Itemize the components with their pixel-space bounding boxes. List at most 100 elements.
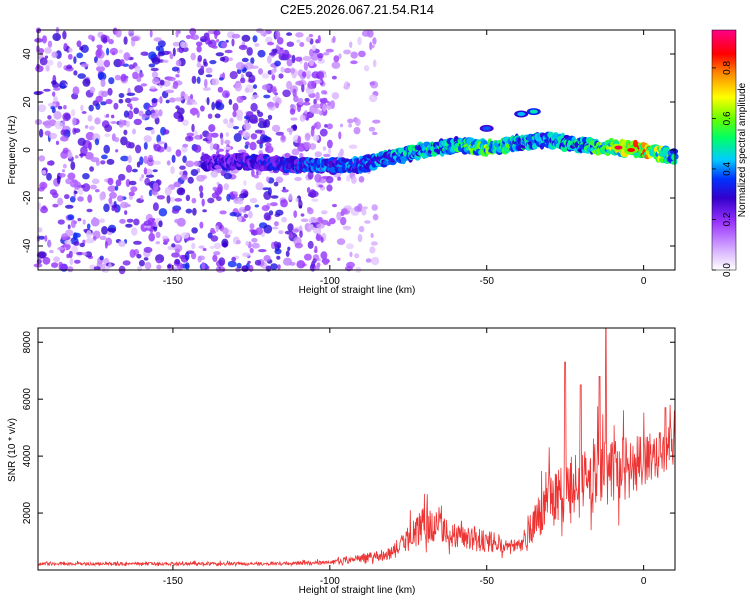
spectrogram-noise-cell <box>80 63 89 68</box>
spectrogram-noise-cell <box>237 197 244 205</box>
spectrogram-noise-cell <box>209 245 215 249</box>
spectrogram-noise-cell <box>138 110 144 117</box>
spectrogram-noise-cell <box>304 132 311 141</box>
spectrogram-noise-cell <box>317 52 324 59</box>
y-tick-label: 20 <box>22 96 33 108</box>
spectrogram-noise-cell <box>255 227 263 236</box>
spectrogram-noise-cell <box>191 242 196 250</box>
spectrogram-noise-cell <box>169 53 174 60</box>
spectrogram-noise-cell <box>86 230 92 239</box>
spectrogram-noise-cell <box>129 105 133 110</box>
spectrogram-noise-cell <box>144 261 152 270</box>
spectrogram-noise-cell <box>280 199 288 208</box>
spectrogram-noise-cell <box>305 36 311 42</box>
spectrogram-noise-cell <box>276 37 284 45</box>
spectrogram-noise-cell <box>225 132 229 137</box>
spectrogram-noise-cell <box>76 52 84 59</box>
spectrogram-noise-cell <box>133 240 142 245</box>
spectrogram-noise-cell <box>322 103 327 112</box>
y-tick-label: 2000 <box>22 501 33 524</box>
spectrogram-noise-cell <box>287 246 291 251</box>
spectrogram-noise-cell <box>196 62 202 68</box>
spectrogram-noise-cell <box>115 149 119 153</box>
spectrogram-noise-cell <box>272 124 281 133</box>
spectrogram-noise-cell <box>149 29 153 38</box>
spectrogram-noise-cell <box>318 184 324 188</box>
spectrogram-noise-cell <box>174 258 180 265</box>
spectrogram-noise-cell <box>114 137 120 143</box>
spectrogram-noise-cell <box>44 55 49 59</box>
spectrogram-noise-cell <box>84 251 93 258</box>
spectrogram-noise-cell <box>295 32 304 38</box>
spectrogram-noise-cell <box>321 90 328 95</box>
spectrogram-noise-cell <box>101 154 108 160</box>
spectrogram-noise-cell <box>265 36 273 44</box>
spectrogram-noise-cell <box>78 153 87 157</box>
spectrogram-noise-cell <box>232 110 237 118</box>
spectrogram-noise-cell <box>86 208 93 213</box>
spectrogram-noise-cell <box>277 49 285 54</box>
spectrogram-noise-cell <box>241 57 249 63</box>
spectrogram-noise-cell <box>173 111 182 120</box>
x-tick-label: -100 <box>320 276 340 287</box>
spectrogram-noise-cell <box>42 35 47 44</box>
spectrogram-noise-cell <box>254 43 260 47</box>
spectrogram-noise-cell <box>165 89 175 94</box>
spectrogram-noise-cell <box>302 101 311 106</box>
spectrogram-noise-cell <box>245 111 254 118</box>
spectrogram-noise-cell <box>175 248 181 254</box>
spectrogram-noise-cell <box>313 98 317 105</box>
spectrogram-noise-cell <box>166 146 172 153</box>
spectrogram-noise-cell <box>286 80 293 90</box>
spectrogram-noise-cell <box>46 172 52 181</box>
spectrogram-noise-cell <box>275 131 284 136</box>
spectrogram-noise-cell <box>57 105 63 110</box>
spectrogram-noise-cell <box>38 128 44 138</box>
spectrogram-feature-core <box>529 109 538 114</box>
spectrogram-noise-cell <box>94 138 100 146</box>
spectrogram-noise-cell <box>148 232 155 242</box>
spectrogram-noise-cell <box>130 97 139 102</box>
spectrogram-noise-cell <box>350 51 358 59</box>
spectrogram-noise-cell <box>333 55 340 63</box>
spectrogram-noise-cell <box>327 101 331 107</box>
spectrogram-noise-cell <box>269 202 278 207</box>
y-tick-label: 4000 <box>22 445 33 468</box>
spectrogram-noise-cell <box>52 91 56 97</box>
spectrogram-noise-cell <box>236 262 242 269</box>
spectrogram-noise-cell <box>235 240 241 245</box>
spectrogram-noise-cell <box>313 109 322 115</box>
spectrogram-noise-cell <box>69 257 74 266</box>
spectrogram-noise-cell <box>35 91 44 95</box>
spectrogram-noise-cell <box>76 251 84 256</box>
spectrogram-noise-cell <box>301 84 305 93</box>
spectrogram-noise-cell <box>331 75 337 80</box>
spectrogram-noise-cell <box>281 189 289 193</box>
spectrogram-noise-cell <box>241 34 251 42</box>
spectrogram-noise-cell <box>229 71 238 80</box>
spectrogram-noise-cell <box>275 176 284 184</box>
spectrogram-noise-cell <box>318 217 322 223</box>
spectrogram-noise-cell <box>245 241 250 246</box>
spectrogram-noise-cell <box>50 106 55 110</box>
spectrogram-ridge-cell <box>366 154 372 159</box>
spectrogram-noise-cell <box>342 225 351 230</box>
spectrogram-noise-cell <box>299 42 305 47</box>
spectrogram-noise-cell <box>93 266 101 271</box>
spectrogram-noise-cell <box>174 198 183 202</box>
spectrogram-noise-cell <box>249 223 255 230</box>
spectrogram-noise-cell <box>234 109 244 118</box>
spectrogram-noise-cell <box>313 79 323 84</box>
spectrogram-noise-cell <box>321 210 328 215</box>
spectrogram-noise-cell <box>184 262 190 270</box>
spectrogram-noise-cell <box>343 81 350 90</box>
x-tick-label: -150 <box>163 576 183 587</box>
y-tick-label: 6000 <box>22 388 33 411</box>
spectrogram-noise-cell <box>145 109 152 116</box>
spectrogram-panel: -150 -100 -50 0 -40 -20 0 20 40 Height of strai… <box>7 26 679 296</box>
spectrogram-noise-cell <box>295 197 299 203</box>
spectrogram-noise-cell <box>202 87 211 91</box>
spectrogram-noise-cell <box>119 59 125 67</box>
spectrogram-noise-cell <box>87 114 93 122</box>
spectrogram-noise-cell <box>236 96 244 103</box>
